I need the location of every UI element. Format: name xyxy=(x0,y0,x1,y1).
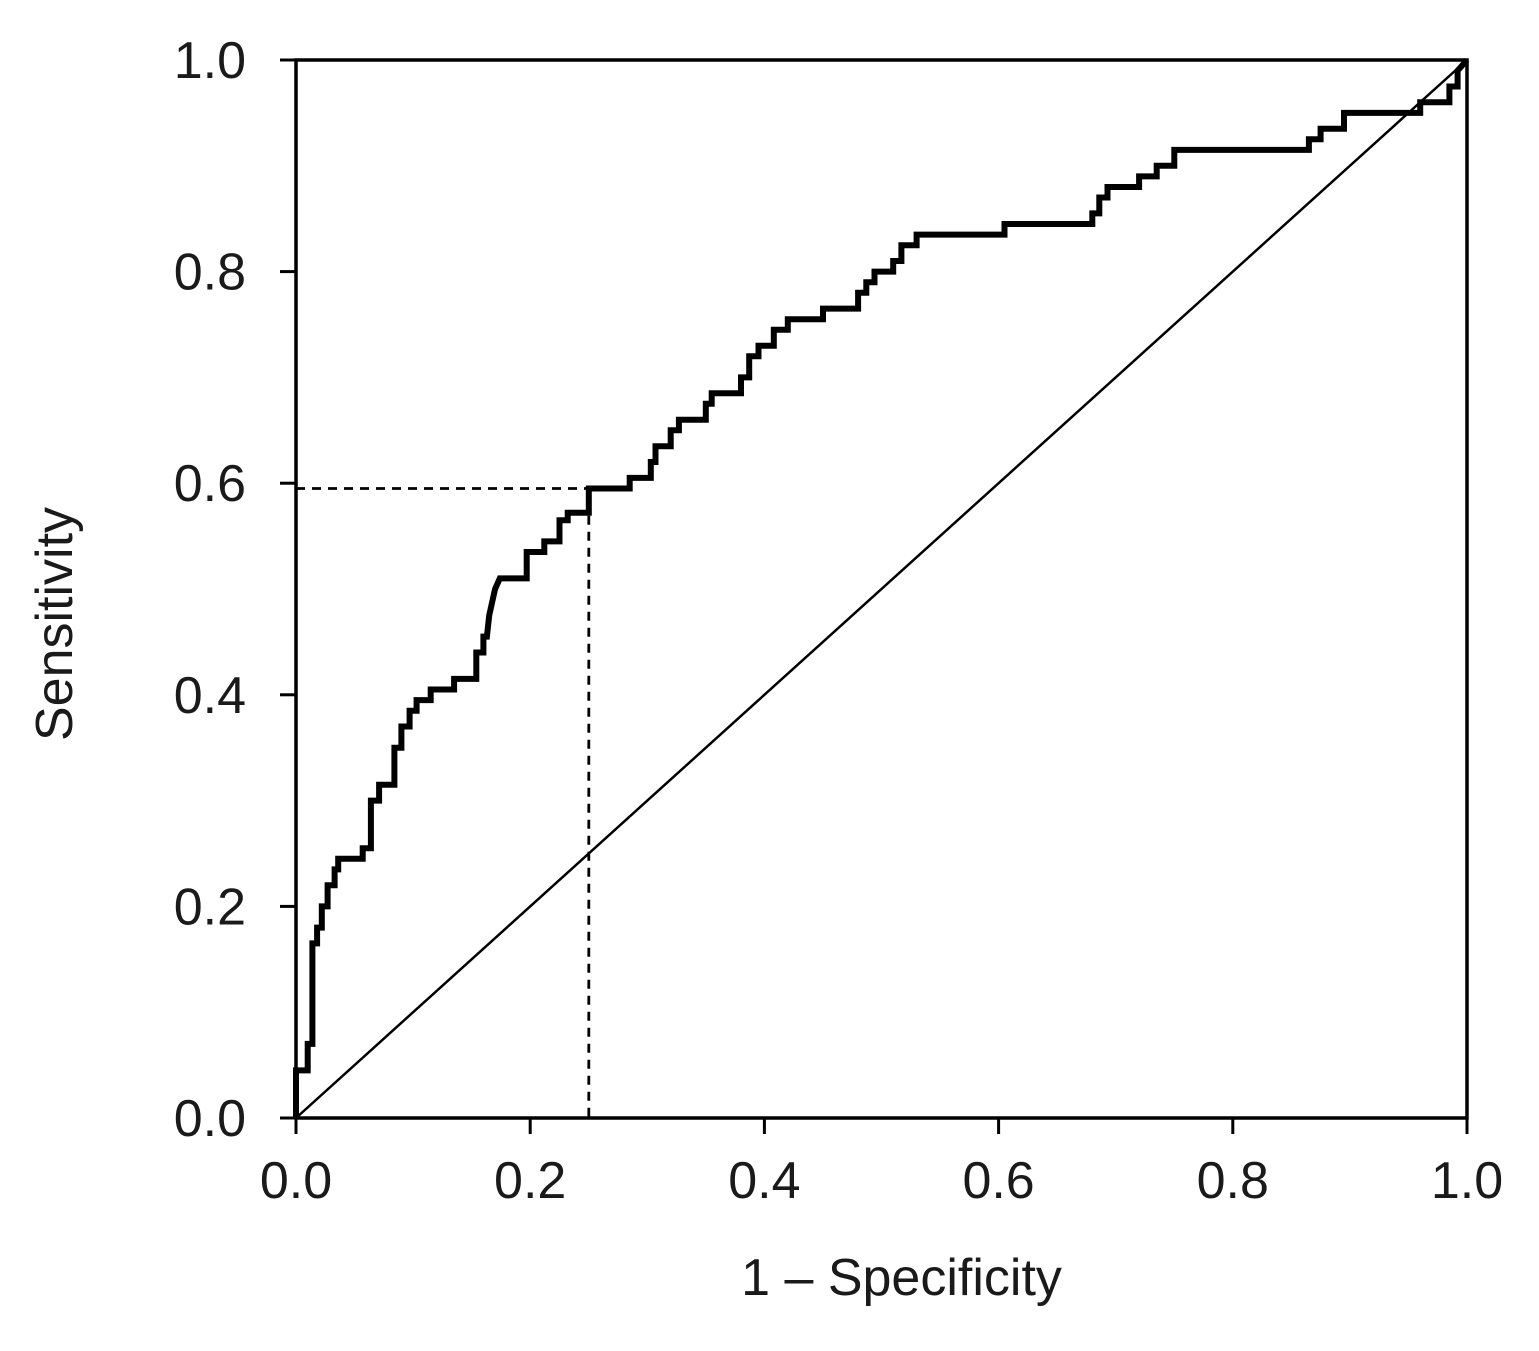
x-tick-label: 0.4 xyxy=(728,1152,800,1210)
y-tick-label: 1.0 xyxy=(174,32,246,90)
reference-diagonal-line xyxy=(295,59,1468,1119)
x-tick-label: 1.0 xyxy=(1431,1152,1503,1210)
plot-frame xyxy=(294,58,1469,1120)
x-tick-label: 0.0 xyxy=(260,1152,332,1210)
y-tick-label: 0.4 xyxy=(174,667,246,725)
y-tick-label: 0.0 xyxy=(174,1090,246,1148)
x-axis-label: 1 – Specificity xyxy=(741,1249,1062,1307)
y-tick-label: 0.8 xyxy=(174,244,246,302)
y-axis-label: Sensitivity xyxy=(26,507,84,741)
y-tick-label: 0.2 xyxy=(174,878,246,936)
x-tick-label: 0.8 xyxy=(1197,1152,1269,1210)
cutoff-guide-line xyxy=(296,487,591,1118)
x-tick-label: 0.2 xyxy=(494,1152,566,1210)
x-tick-label: 0.6 xyxy=(962,1152,1034,1210)
y-tick-label: 0.6 xyxy=(174,455,246,513)
roc-curve-line xyxy=(293,58,1470,1118)
